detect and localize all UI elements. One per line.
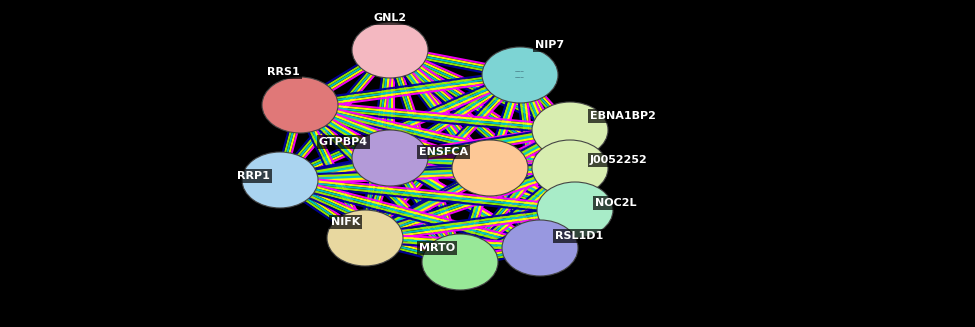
Text: NIFK: NIFK [331,217,360,227]
Ellipse shape [537,182,613,238]
Text: ENSFCA: ENSFCA [419,147,468,157]
Ellipse shape [502,220,578,276]
Ellipse shape [262,77,338,133]
Ellipse shape [242,152,318,208]
Text: RRP1: RRP1 [237,171,270,181]
Text: RRS1: RRS1 [267,67,300,77]
Ellipse shape [327,210,403,266]
Text: GNL2: GNL2 [373,13,407,23]
Text: EBNA1BP2: EBNA1BP2 [590,111,656,121]
Ellipse shape [482,47,558,103]
Text: MRTO: MRTO [419,243,455,253]
Ellipse shape [352,22,428,78]
Ellipse shape [532,102,608,158]
Text: NOC2L: NOC2L [595,198,637,208]
Text: GTPBP4: GTPBP4 [319,137,368,147]
Ellipse shape [452,140,528,196]
Text: ~~~
~~~: ~~~ ~~~ [515,70,525,80]
Ellipse shape [422,234,498,290]
Text: RSL1D1: RSL1D1 [555,231,604,241]
Ellipse shape [532,140,608,196]
Text: NIP7: NIP7 [535,40,565,50]
Text: J0052252: J0052252 [590,155,647,165]
Ellipse shape [352,130,428,186]
